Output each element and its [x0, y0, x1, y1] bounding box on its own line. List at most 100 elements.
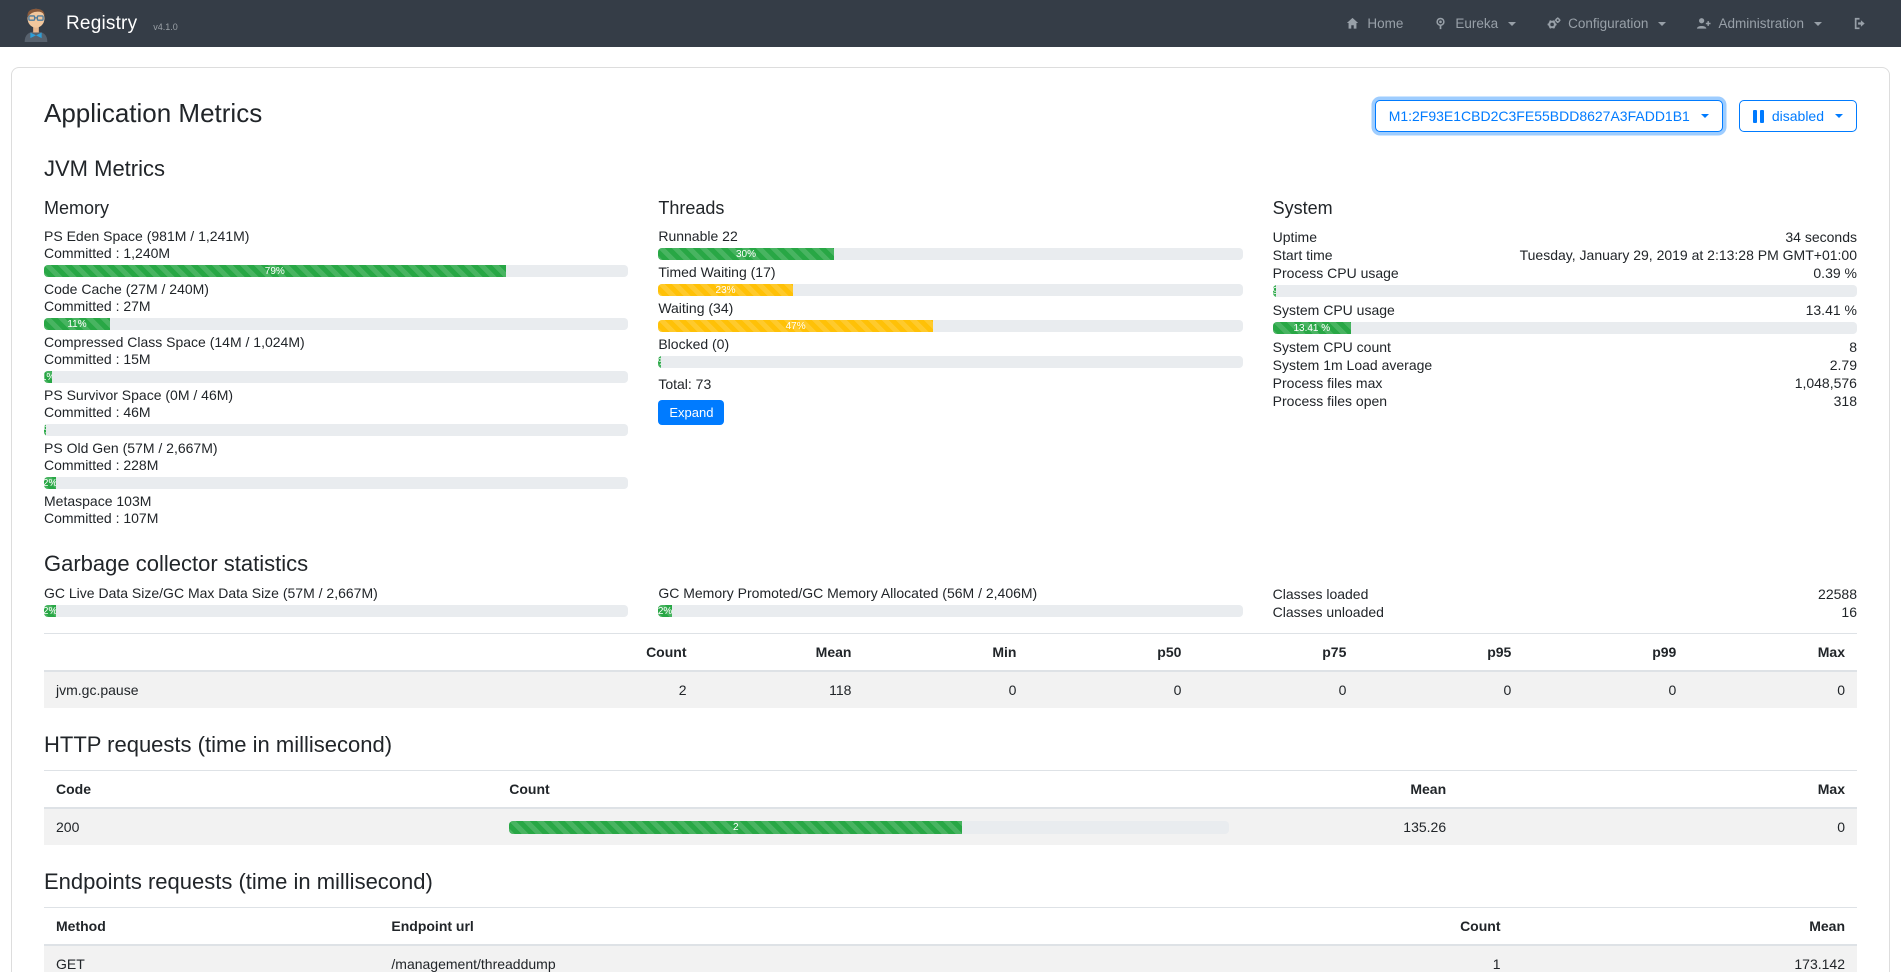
- memory-column: Memory PS Eden Space (981M / 1,241M) Com…: [44, 190, 629, 527]
- system-row-value: 13.41 %: [1805, 302, 1857, 318]
- threads-total: Total: 73: [658, 376, 712, 392]
- cell-min: 0: [1008, 682, 1017, 698]
- nav-item-signout[interactable]: [1837, 0, 1882, 47]
- system-row-label: Start time: [1272, 247, 1333, 263]
- chevron-down-icon: [1658, 21, 1667, 26]
- system-row-label: Process files max: [1272, 375, 1383, 391]
- thread-progress: 47%: [658, 320, 1243, 332]
- nav-item-administration[interactable]: Administration: [1681, 0, 1837, 47]
- column-header: Count: [1177, 907, 1513, 946]
- cell-method: GET: [56, 956, 85, 972]
- classes-value: 16: [1841, 604, 1857, 620]
- progress-label: 2%: [658, 605, 672, 617]
- memory-metric: PS Eden Space (981M / 1,241M) Committed …: [44, 228, 629, 277]
- memory-progress: 1%: [44, 371, 629, 383]
- system-row-value: 0.39 %: [1813, 265, 1857, 281]
- system-row-label: Process CPU usage: [1272, 265, 1399, 281]
- progress-label: 13.41 %: [1293, 322, 1331, 334]
- navbar: Registry v4.1.0 Home Eureka: [0, 0, 1901, 47]
- nav-item-eureka[interactable]: Eureka: [1418, 0, 1531, 47]
- chevron-down-icon: [1835, 114, 1843, 118]
- progress-label: 79%: [264, 265, 285, 277]
- column-header: p99: [1523, 633, 1689, 672]
- system-row-label: Uptime: [1272, 229, 1318, 245]
- thread-metric: Blocked (0) 0%: [658, 336, 1243, 368]
- progress-label: 2: [733, 821, 739, 833]
- chevron-down-icon: [1700, 114, 1709, 118]
- gc-table-header-row: Count Mean Min p50 p75 p95 p99 Max: [44, 633, 1857, 672]
- column-header: p50: [1028, 633, 1194, 672]
- system-row: System CPU count 8: [1273, 338, 1857, 356]
- cell-metric-name: jvm.gc.pause: [56, 682, 139, 698]
- nav-item-home[interactable]: Home: [1330, 0, 1418, 47]
- instance-selector-label: M1:2F93E1CBD2C3FE55BDD8627A3FADD1B1: [1388, 108, 1690, 124]
- system-row: Process files open 318: [1273, 392, 1857, 410]
- column-header: Method: [44, 907, 380, 946]
- memory-metric-label: PS Eden Space (981M / 1,241M): [44, 228, 250, 244]
- jhipster-logo: [24, 8, 48, 42]
- thread-metric-label: Runnable 22: [658, 228, 738, 244]
- gc-classes-column: Classes loaded 22588 Classes unloaded 16: [1273, 585, 1857, 621]
- brand-home-link[interactable]: Registry v4.1.0: [19, 5, 178, 43]
- cell-endpoint-url: /management/threaddump: [391, 956, 556, 972]
- jvm-metrics-heading: JVM Metrics: [44, 156, 165, 181]
- system-row-value: 1,048,576: [1794, 375, 1857, 391]
- memory-metric: Compressed Class Space (14M / 1,024M) Co…: [44, 334, 629, 383]
- thread-metric: Timed Waiting (17) 23%: [658, 264, 1243, 296]
- gc-table-row: jvm.gc.pause 2 118 0 0 0 0 0 0: [44, 671, 1857, 708]
- nav-label: Administration: [1718, 16, 1804, 31]
- column-header: Code: [44, 770, 498, 809]
- system-row-value: 34 seconds: [1785, 229, 1857, 245]
- http-table-row: 200 2 135.26 0: [44, 808, 1857, 845]
- chevron-down-icon: [1814, 21, 1822, 26]
- refresh-toggle-dropdown[interactable]: disabled: [1738, 100, 1857, 132]
- progress-label: 23%: [715, 284, 736, 296]
- cell-max: 0: [1837, 819, 1845, 835]
- system-row-value: 318: [1833, 393, 1857, 409]
- classes-row: Classes unloaded 16: [1273, 603, 1857, 621]
- http-requests-heading: HTTP requests (time in millisecond): [44, 732, 393, 757]
- gc-heading: Garbage collector statistics: [44, 551, 309, 576]
- cell-max: 0: [1837, 682, 1845, 698]
- column-header: Count: [497, 770, 1241, 809]
- endpoints-heading: Endpoints requests (time in millisecond): [44, 869, 433, 894]
- cell-mean: 135.26: [1403, 819, 1447, 835]
- memory-metric: PS Old Gen (57M / 2,667M) Committed : 22…: [44, 440, 629, 489]
- progress-label: 0.39 %: [1272, 285, 1276, 297]
- gc-table: Count Mean Min p50 p75 p95 p99 Max jvm.g…: [44, 633, 1857, 708]
- classes-label: Classes unloaded: [1272, 604, 1384, 620]
- page-title: Application Metrics: [44, 98, 263, 128]
- cell-count: 2: [678, 682, 687, 698]
- column-header: Mean: [1512, 907, 1857, 946]
- progress-label: 47%: [785, 320, 806, 332]
- memory-progress: 0%: [44, 424, 629, 436]
- system-row: System CPU usage 13.41 %: [1273, 301, 1857, 319]
- brand-version: v4.1.0: [153, 22, 178, 32]
- thread-progress: 30%: [658, 248, 1243, 260]
- expand-button[interactable]: Expand: [658, 400, 725, 425]
- thread-metric: Waiting (34) 47%: [658, 300, 1243, 332]
- endpoints-table-header-row: Method Endpoint url Count Mean: [44, 907, 1857, 946]
- user-plus-icon: [1697, 18, 1711, 29]
- memory-metric-committed: Committed : 107M: [44, 510, 159, 526]
- system-row-value: 8: [1849, 339, 1857, 355]
- memory-metric: PS Survivor Space (0M / 46M) Committed :…: [44, 387, 629, 436]
- progress-label: 2%: [44, 605, 56, 617]
- memory-metric-committed: Committed : 1,240M: [44, 245, 171, 261]
- classes-label: Classes loaded: [1272, 586, 1369, 602]
- instance-selector-dropdown[interactable]: M1:2F93E1CBD2C3FE55BDD8627A3FADD1B1: [1374, 100, 1723, 132]
- cell-p99: 0: [1668, 682, 1677, 698]
- nav-item-configuration[interactable]: Configuration: [1531, 0, 1681, 47]
- classes-value: 22588: [1818, 586, 1857, 602]
- cell-mean: 118: [829, 682, 852, 698]
- memory-progress: 11%: [44, 318, 629, 330]
- memory-metric-committed: Committed : 46M: [44, 404, 151, 420]
- system-row-value: Tuesday, January 29, 2019 at 2:13:28 PM …: [1519, 247, 1857, 263]
- column-header: Max: [1458, 770, 1857, 809]
- memory-metric-label: Compressed Class Space (14M / 1,024M): [44, 334, 305, 350]
- threads-heading: Threads: [658, 198, 725, 218]
- gc-memory-column: GC Memory Promoted/GC Memory Allocated (…: [658, 585, 1243, 621]
- system-row: Start time Tuesday, January 29, 2019 at …: [1273, 246, 1857, 264]
- memory-metric-label: PS Survivor Space (0M / 46M): [44, 387, 234, 403]
- cell-p75: 0: [1338, 682, 1347, 698]
